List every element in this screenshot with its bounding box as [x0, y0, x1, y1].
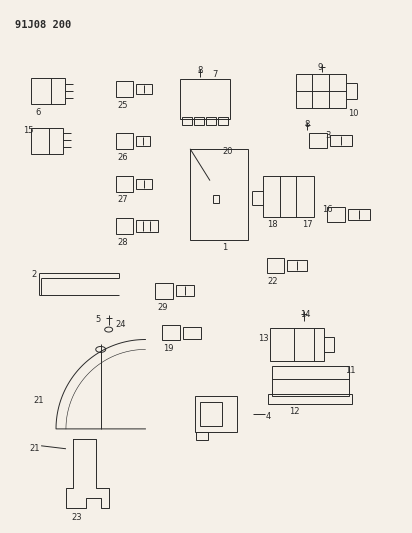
Text: 17: 17 — [302, 220, 313, 229]
Text: 20: 20 — [222, 147, 232, 156]
Bar — [116, 219, 133, 234]
Text: 3: 3 — [325, 131, 330, 140]
Text: 22: 22 — [267, 277, 278, 286]
Text: 19: 19 — [163, 344, 173, 353]
Bar — [116, 175, 133, 191]
Bar — [269, 328, 324, 361]
Bar — [116, 81, 133, 97]
Text: 28: 28 — [117, 238, 128, 247]
Bar — [162, 325, 180, 341]
Text: 24: 24 — [116, 320, 126, 329]
Text: 1: 1 — [222, 243, 227, 252]
Text: 23: 23 — [71, 513, 82, 522]
Bar — [183, 327, 201, 338]
Text: 26: 26 — [117, 153, 128, 162]
Bar — [136, 179, 152, 189]
Bar — [136, 220, 158, 232]
Bar — [31, 78, 65, 104]
Bar — [194, 117, 204, 125]
Bar — [267, 258, 284, 273]
Bar — [267, 394, 352, 404]
Text: 8: 8 — [197, 67, 202, 75]
Text: 11: 11 — [345, 366, 356, 375]
Text: 25: 25 — [117, 101, 128, 110]
Bar — [330, 135, 352, 146]
Bar — [327, 207, 345, 222]
Text: 21: 21 — [33, 396, 44, 405]
Text: 5: 5 — [96, 314, 101, 324]
Bar — [196, 432, 208, 440]
Bar — [182, 117, 192, 125]
Text: 15: 15 — [23, 126, 34, 135]
Text: 14: 14 — [300, 310, 311, 319]
Text: 16: 16 — [322, 205, 333, 214]
Text: 18: 18 — [267, 220, 278, 229]
Bar — [200, 402, 222, 426]
Text: 21: 21 — [29, 444, 40, 453]
Text: 7: 7 — [212, 70, 218, 79]
Text: 4: 4 — [266, 412, 271, 421]
Bar — [272, 366, 349, 396]
Bar — [213, 196, 219, 204]
Bar — [288, 260, 307, 271]
Bar — [136, 84, 152, 94]
Text: 12: 12 — [290, 407, 300, 416]
Text: 6: 6 — [35, 108, 40, 117]
Bar — [309, 133, 327, 148]
Bar — [324, 336, 334, 352]
Text: 2: 2 — [31, 270, 36, 279]
Bar — [116, 133, 133, 149]
Bar — [176, 285, 194, 296]
Bar — [348, 209, 370, 220]
Text: 91J08 200: 91J08 200 — [15, 20, 72, 30]
Text: 29: 29 — [157, 303, 168, 312]
Bar — [180, 79, 230, 119]
Bar — [136, 136, 150, 146]
Bar — [31, 128, 63, 154]
Text: 9: 9 — [317, 63, 323, 72]
Bar — [195, 396, 237, 432]
Text: 13: 13 — [258, 334, 268, 343]
Text: 8: 8 — [304, 120, 310, 129]
Text: 10: 10 — [348, 109, 358, 118]
Bar — [296, 74, 346, 108]
Bar — [262, 175, 314, 217]
Bar — [155, 283, 173, 299]
Text: 27: 27 — [117, 196, 128, 205]
Bar — [218, 117, 228, 125]
Bar — [206, 117, 216, 125]
